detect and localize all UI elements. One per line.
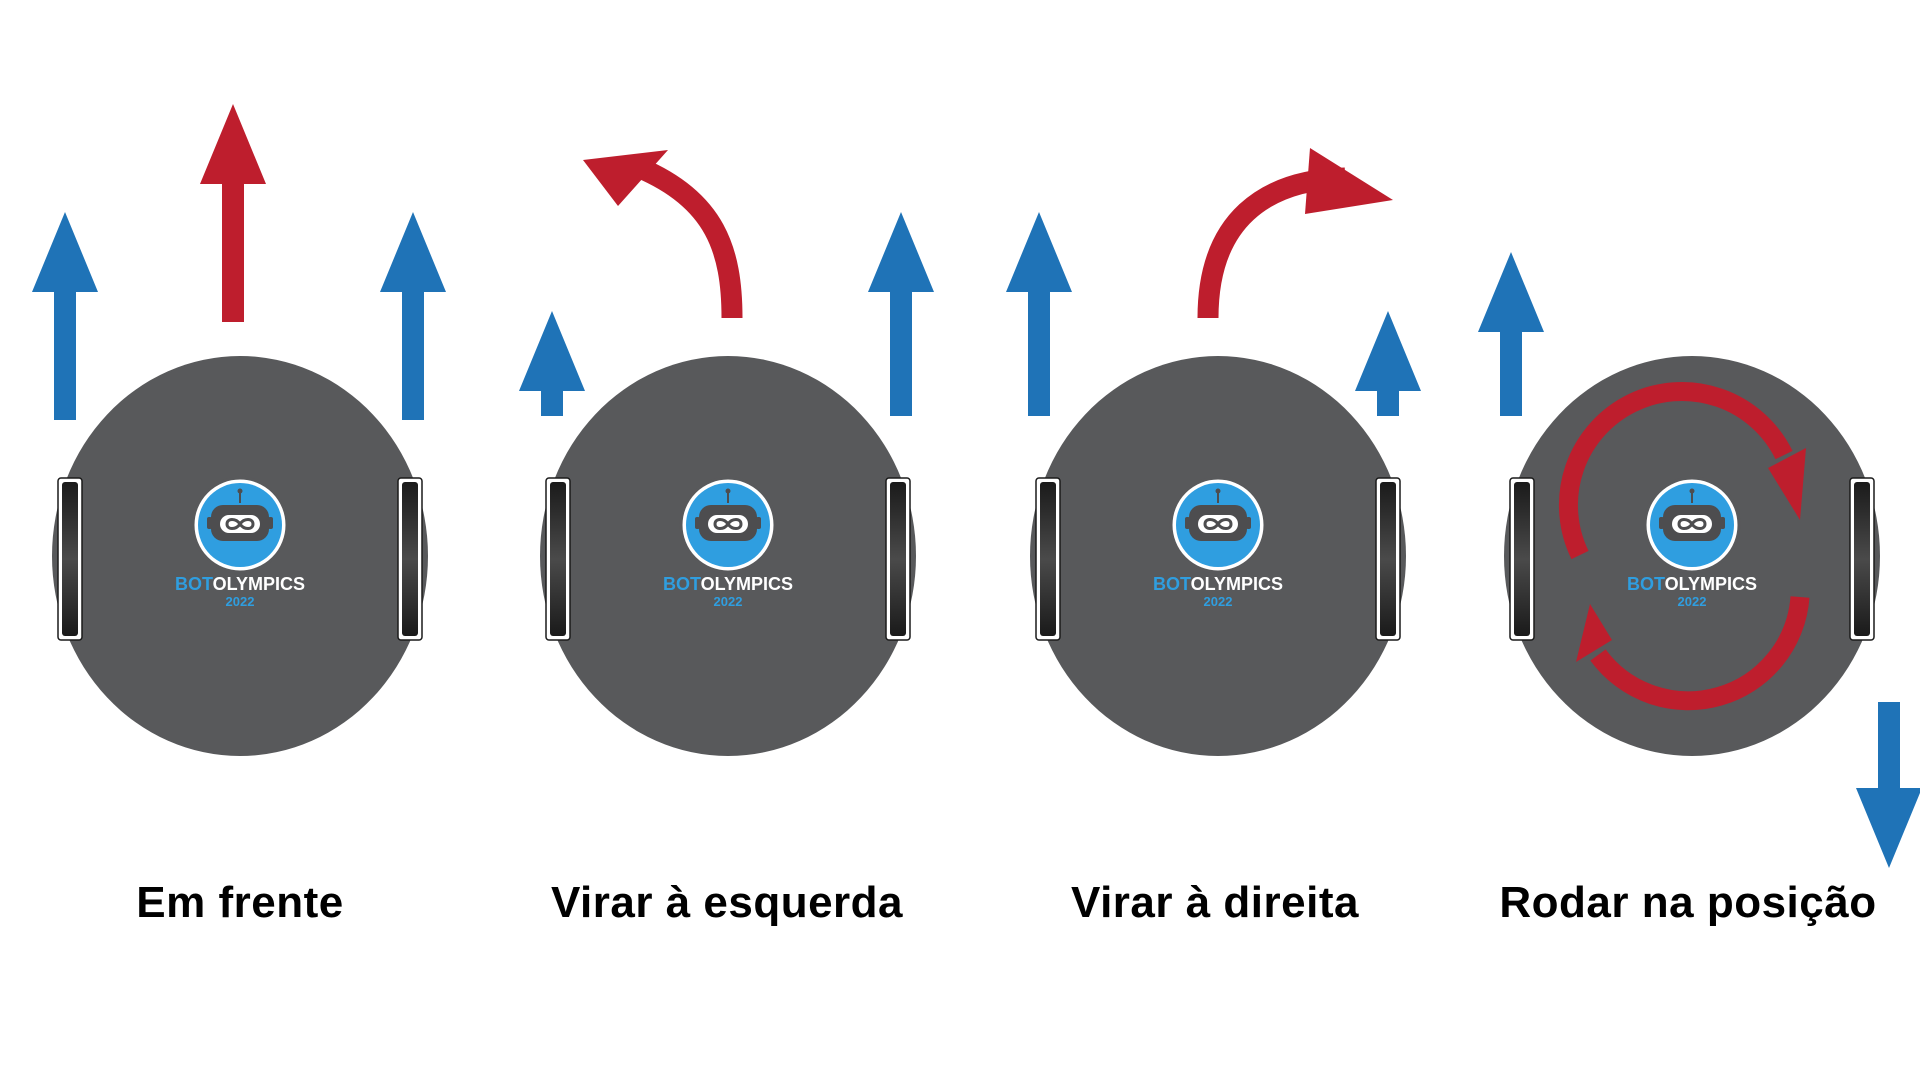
robot-forward-arrow (200, 104, 266, 322)
logo-wordmark: BOTOLYMPICS (175, 574, 305, 594)
logo-wordmark: BOTOLYMPICS (1627, 574, 1757, 594)
logo-wordmark: BOTOLYMPICS (1153, 574, 1283, 594)
caption-forward: Em frente (136, 878, 344, 927)
caption-turn-right: Virar à direita (1071, 878, 1359, 927)
infinity-icon (1203, 518, 1233, 530)
right-wheel-slow-arrow-3 (1355, 311, 1421, 416)
turn-right-arrow (1197, 148, 1393, 319)
right-wheel-backward-arrow-4 (1856, 702, 1920, 868)
infinity-icon (713, 518, 743, 530)
left-wheel-forward-arrow-1 (32, 212, 98, 420)
right-wheel-forward-arrow-1 (380, 212, 446, 420)
logo-year: 2022 (226, 594, 255, 609)
rotate-in-place-arrows (1558, 381, 1810, 711)
left-wheel-forward-arrow-3 (1006, 212, 1072, 416)
logo-wordmark: BOTOLYMPICS (663, 574, 793, 594)
turn-left-arrow (583, 150, 743, 319)
caption-turn-left: Virar à esquerda (550, 878, 904, 927)
logo-year: 2022 (1204, 594, 1233, 609)
right-wheel-forward-arrow-2 (868, 212, 934, 416)
left-wheel-slow-arrow-2 (519, 311, 585, 416)
infinity-icon (1677, 518, 1707, 530)
caption-rotate-in-place: Rodar na posição (1499, 878, 1877, 927)
infinity-icon (225, 518, 255, 530)
left-wheel-forward-arrow-4 (1478, 252, 1544, 416)
logo-year: 2022 (1678, 594, 1707, 609)
logo-year: 2022 (714, 594, 743, 609)
